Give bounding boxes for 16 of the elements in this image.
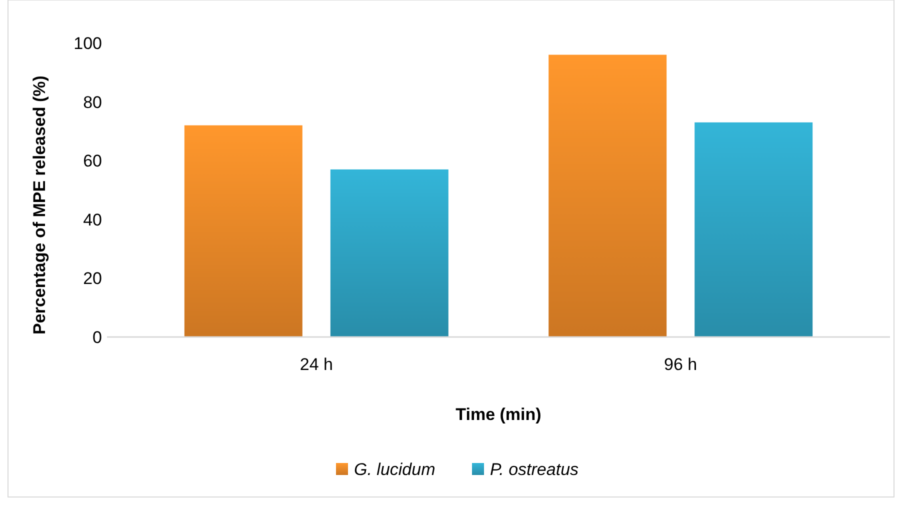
legend-label: P. ostreatus (490, 460, 580, 479)
y-tick-label: 60 (83, 152, 102, 171)
x-axis-title: Time (min) (456, 405, 542, 424)
bar (694, 122, 813, 337)
legend-label: G. lucidum (354, 460, 436, 479)
x-tick-label: 96 h (664, 355, 698, 374)
y-tick-label: 0 (92, 328, 102, 347)
y-tick-label: 40 (83, 210, 102, 230)
y-axis-title: Percentage of MPE released (%) (30, 76, 49, 334)
x-tick-label: 24 h (300, 355, 333, 374)
y-tick-label: 20 (83, 269, 102, 288)
bar (330, 169, 448, 337)
bar (184, 125, 302, 337)
y-tick-label: 80 (83, 92, 102, 112)
bar (548, 54, 667, 337)
y-tick-label: 100 (74, 34, 102, 53)
